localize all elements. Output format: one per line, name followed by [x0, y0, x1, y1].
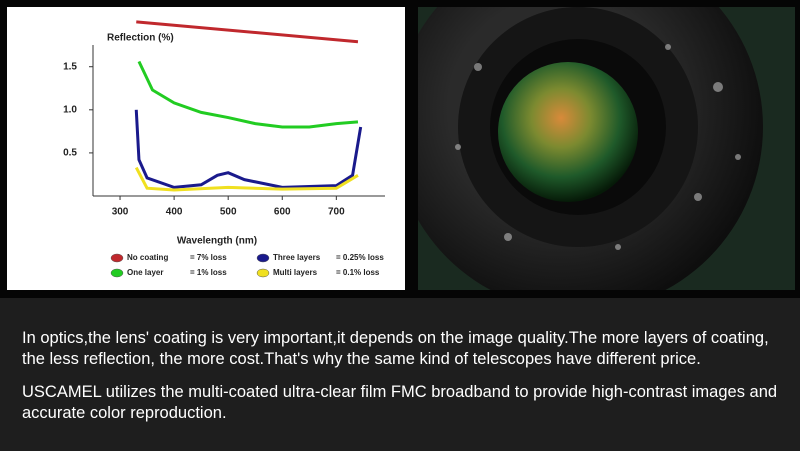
caption-paragraph: USCAMEL utilizes the multi-coated ultra-… — [22, 383, 778, 422]
y-tick-label: 1.5 — [63, 61, 77, 72]
caption: In optics,the lens' coating is very impo… — [0, 298, 800, 451]
chart-bg — [7, 7, 405, 290]
image-panel: Reflection (%) Wavelength (nm) 0.5 1.0 1.5… — [7, 7, 795, 290]
eyepiece-photo — [418, 7, 795, 290]
y-tick-label: 0.5 — [63, 148, 77, 159]
x-tick-label: 500 — [220, 207, 237, 218]
legend-marker — [256, 268, 270, 278]
legend-label: Three layers — [273, 253, 321, 262]
legend-note: = 1% loss — [190, 268, 227, 277]
legend-label: Multi layers — [273, 268, 318, 277]
y-tick-label: 1.0 — [63, 104, 77, 115]
legend-marker — [110, 253, 124, 263]
legend-note: = 0.1% loss — [336, 268, 380, 277]
series-line — [136, 20, 359, 44]
legend-marker — [256, 253, 270, 263]
legend-label: One layer — [127, 268, 163, 277]
legend-marker — [110, 268, 124, 278]
series-line — [137, 60, 359, 129]
legend-note: = 0.25% loss — [336, 253, 384, 262]
legend-note: = 7% loss — [190, 253, 227, 262]
x-axis-label: Wavelength (nm) — [177, 236, 257, 247]
chart: Reflection (%) Wavelength (nm) 0.5 1.0 1.5… — [7, 7, 405, 290]
legend-label: No coating — [127, 253, 168, 262]
x-tick-label: 300 — [112, 207, 129, 218]
series-line — [134, 166, 359, 192]
caption-paragraph: In optics,the lens' coating is very impo… — [22, 329, 769, 368]
x-tick-label: 700 — [328, 207, 345, 218]
x-tick-label: 600 — [274, 207, 291, 218]
x-tick-label: 400 — [166, 207, 183, 218]
y-axis-label: Reflection (%) — [107, 33, 174, 44]
series-line — [134, 109, 363, 189]
